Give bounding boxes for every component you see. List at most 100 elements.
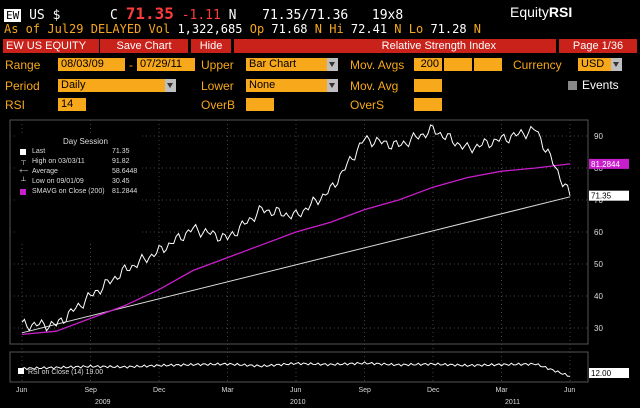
legend-smavg: SMAVG on Close (200) 81.2844: [18, 187, 140, 197]
y-tick-label: 60: [594, 228, 603, 237]
open-label: Op: [249, 22, 265, 36]
session-title: Day Session: [63, 137, 108, 146]
lo-flag: N: [473, 22, 482, 36]
app-code: RSI: [548, 4, 573, 20]
rsi-period-field[interactable]: 14: [58, 98, 86, 111]
legend-last-label: Last: [32, 148, 46, 155]
lower-label: Lower: [201, 79, 234, 93]
y-tick-label: 50: [594, 260, 603, 269]
hi-flag: N: [394, 22, 402, 36]
x-tick-label: Jun: [16, 387, 27, 394]
period-select[interactable]: Daily: [58, 79, 176, 92]
bid-ask-size: 19x8: [371, 8, 404, 23]
vol-label: Vol: [148, 22, 171, 36]
legend-average: +─ Average 58.6448: [18, 167, 140, 177]
range-dash: -: [129, 58, 133, 72]
range-start-field[interactable]: 08/03/09: [58, 58, 125, 71]
currency-value: USD: [581, 58, 605, 70]
save-chart-button[interactable]: Save Chart: [100, 39, 188, 53]
upper-value: Bar Chart: [249, 58, 297, 70]
volume: 1,322,685: [177, 22, 243, 36]
range-end-field[interactable]: 07/29/11: [137, 58, 195, 71]
overs-field[interactable]: [414, 98, 442, 111]
hide-button[interactable]: Hide: [191, 39, 231, 53]
currency-label: Currency: [513, 58, 562, 72]
security-label: EW US EQUITY: [6, 40, 87, 52]
x-tick-label: Sep: [359, 387, 372, 394]
rsi-period-value: 14: [61, 98, 74, 110]
chevron-down-icon[interactable]: [165, 79, 176, 92]
rsi-tag-box: [589, 368, 629, 378]
chevron-down-icon[interactable]: [327, 58, 338, 71]
study-title-bar: Relative Strength Index: [234, 39, 556, 53]
app-name: EquityRSI: [510, 4, 572, 20]
price-tag-label: 81.2844: [591, 160, 620, 169]
price-tag-label: 71.35: [591, 192, 612, 201]
lower-select[interactable]: None: [246, 79, 338, 92]
hide-label: Hide: [199, 40, 223, 52]
page-indicator[interactable]: Page 1/36: [559, 39, 637, 53]
high-marker-icon: ┬: [21, 158, 26, 165]
year-label: 2011: [505, 399, 520, 406]
security-tab[interactable]: EW US EQUITY: [3, 39, 99, 53]
x-tick-label: Mar: [222, 387, 235, 394]
events-label: Events: [582, 78, 619, 92]
average-marker-icon: +─: [19, 168, 29, 175]
last-price: 71.35: [125, 4, 174, 23]
year-label: 2009: [95, 399, 111, 406]
lo-label: Lo: [408, 22, 424, 36]
chevron-down-icon[interactable]: [327, 79, 338, 92]
rsi-line: [21, 361, 571, 377]
ticker-box[interactable]: EW: [4, 9, 22, 22]
legend-low-value: 30.45: [112, 178, 130, 185]
mov-avgs-field-3[interactable]: [474, 58, 502, 71]
legend-high-value: 91.82: [112, 158, 130, 165]
lo-value: 71.28: [430, 22, 467, 36]
mov-avgs-field-1[interactable]: 200: [414, 58, 442, 71]
low-marker-icon: ┴: [21, 178, 26, 185]
mov-avg-label: Mov. Avg: [350, 79, 399, 93]
upper-label: Upper: [201, 58, 234, 72]
events-checkbox[interactable]: [568, 81, 577, 90]
page-label: Page 1/36: [572, 40, 624, 52]
delayed-label: DELAYED: [90, 22, 142, 36]
currency-select[interactable]: USD: [578, 58, 622, 71]
overs-label: OverS: [350, 98, 385, 112]
legend-low-label: Low on 09/01/09: [32, 178, 84, 185]
overb-field[interactable]: [246, 98, 274, 111]
parameter-panel: Range 08/03/09 - 07/29/11 Upper Bar Char…: [0, 55, 640, 115]
range-label: Range: [5, 58, 41, 72]
chevron-down-icon[interactable]: [611, 58, 622, 71]
hi-label: Hi: [329, 22, 344, 36]
legend-high: ┬ High on 03/03/11 91.82: [18, 157, 140, 167]
y-tick-label: 30: [594, 324, 603, 333]
session-line: As of Jul29 DELAYED Vol 1,322,685 Op 71.…: [4, 22, 481, 38]
last-swatch: [20, 149, 26, 155]
rsi-legend: RSI on Close (14) 19.00: [18, 368, 103, 376]
period-value: Daily: [61, 79, 86, 91]
net-change: -1.11: [181, 8, 221, 23]
x-tick-label: Sep: [85, 387, 98, 394]
rsi-pane-frame: [9, 351, 589, 383]
lower-value: None: [249, 79, 276, 91]
upper-select[interactable]: Bar Chart: [246, 58, 338, 71]
legend-low: ┴ Low on 09/01/09 30.45: [18, 177, 140, 187]
legend-last-value: 71.35: [112, 148, 130, 155]
range-end-value: 07/29/11: [140, 58, 183, 70]
rsi-legend-text: RSI on Close (14) 19.00: [28, 369, 104, 376]
x-tick-label: Dec: [153, 387, 166, 394]
x-tick-label: Mar: [496, 387, 509, 394]
as-of: As of Jul29: [4, 22, 84, 36]
overb-label: OverB: [201, 98, 236, 112]
mov-avgs-field-2[interactable]: [444, 58, 472, 71]
study-title: Relative Strength Index: [381, 40, 496, 52]
sma-line: [21, 163, 571, 336]
legend-average-value: 58.6448: [112, 168, 138, 175]
price-line: [21, 124, 571, 332]
open-value: 71.68: [271, 22, 308, 36]
mov-avg-field[interactable]: [414, 79, 442, 92]
y-tick-label: 90: [594, 132, 603, 141]
app-title: Equity: [510, 4, 549, 20]
year-label: 2010: [290, 399, 306, 406]
x-tick-label: Jun: [290, 387, 301, 394]
